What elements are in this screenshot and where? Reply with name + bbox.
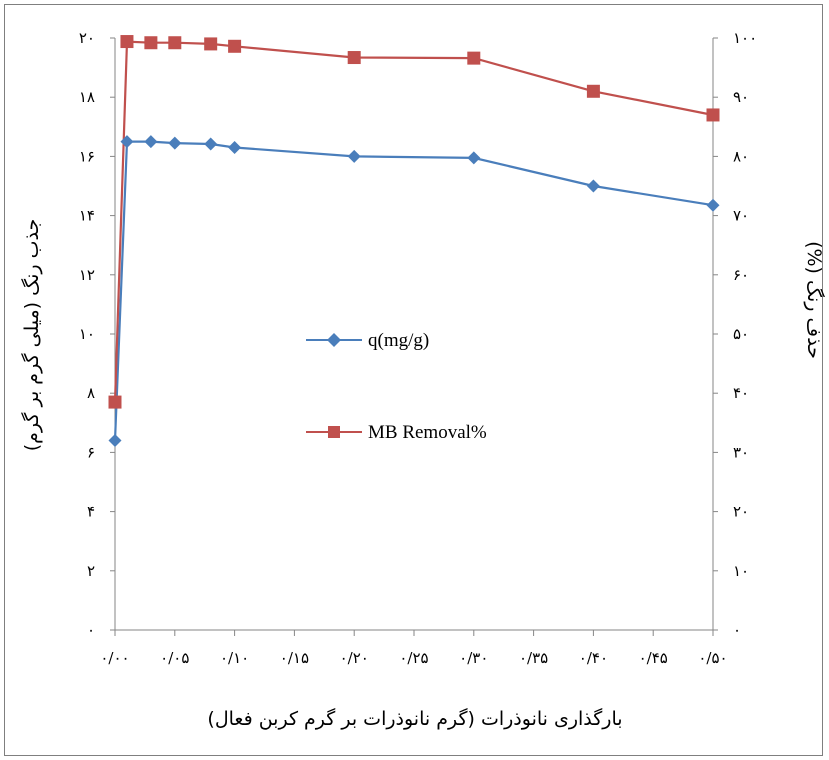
right-y-tick-label: ۱۰۰ [733, 29, 757, 47]
x-tick-label: ۰/۲۰ [340, 649, 369, 667]
left-y-tick-label: ۱۸ [79, 88, 95, 106]
removal-data-point [168, 36, 182, 50]
q-data-point [706, 198, 720, 212]
q-data-point [204, 137, 218, 151]
q-data-point [108, 434, 122, 448]
left-y-tick-label: ۲ [87, 562, 95, 580]
removal-data-point [228, 39, 242, 53]
left-y-tick-label: ۶ [87, 443, 95, 461]
q-data-point [120, 135, 134, 149]
legend: q(mg/g) MB Removal% [306, 330, 487, 443]
removal-data-point [120, 35, 134, 49]
q-data-point [144, 135, 158, 149]
axes [110, 37, 718, 636]
x-tick-label: ۰/۰۵ [160, 649, 189, 667]
legend-entry-removal: MB Removal% [306, 422, 487, 443]
x-tick-label: ۰/۴۰ [579, 649, 608, 667]
left-y-tick-label: ۴ [87, 503, 95, 521]
right-y-tick-label: ۴۰ [733, 384, 749, 402]
q-data-point [168, 136, 182, 150]
right-y-tick-label: ۸۰ [733, 147, 749, 165]
left-y-tick-label: ۱۲ [79, 266, 95, 284]
x-tick-label: ۰/۰۰ [100, 649, 129, 667]
left-y-tick-label: ۱۶ [79, 147, 95, 165]
x-tick-label: ۰/۲۵ [399, 649, 428, 667]
series-line-q [113, 140, 714, 441]
removal-data-point [108, 395, 122, 409]
left-y-tick-label: ۸ [87, 384, 95, 402]
right-y-tick-label: ۲۰ [733, 503, 749, 521]
x-tick-label: ۰/۴۵ [639, 649, 668, 667]
legend-label-removal: MB Removal% [368, 422, 487, 443]
tick-labels: ۰ ۲ ۴ ۶ ۸ ۱۰ ۱۲ ۱۴ ۱۶ ۱۸ ۲۰ ۰ ۱۰ ۲۰ ۳۰ ۴۰ ۵۰ ۶۰ ۷۰ ۸۰ ۹۰ ۱۰۰ ۰… [79, 29, 757, 667]
x-tick-label: ۰/۳۵ [519, 649, 548, 667]
q-data-point [586, 179, 600, 193]
x-tick-label: ۰/۵۰ [698, 649, 727, 667]
right-y-axis-title: حذف رنگ (%) [803, 241, 825, 359]
q-data-point [467, 151, 481, 165]
left-y-tick-label: ۱۰ [79, 325, 95, 343]
right-y-tick-label: ۷۰ [733, 207, 749, 225]
right-y-tick-label: ۹۰ [733, 88, 749, 106]
x-tick-label: ۰/۱۰ [220, 649, 249, 667]
right-y-tick-label: ۳۰ [733, 443, 749, 461]
legend-entry-q: q(mg/g) [306, 330, 429, 351]
chart-frame [4, 4, 823, 756]
x-tick-label: ۰/۱۵ [280, 649, 309, 667]
removal-data-point [706, 108, 720, 122]
removal-data-point [467, 51, 481, 65]
legend-label-q: q(mg/g) [368, 330, 429, 351]
right-y-tick-label: ۱۰ [733, 562, 749, 580]
removal-data-point [347, 51, 361, 65]
right-y-tick-label: ۶۰ [733, 266, 749, 284]
q-data-point [228, 141, 242, 155]
series-markers [108, 35, 720, 448]
series-lines [113, 40, 714, 441]
left-y-tick-label: ۲۰ [79, 29, 95, 47]
right-y-tick-label: ۵۰ [733, 325, 749, 343]
x-axis-title: بارگذاری نانوذرات (گرم نانوذرات بر گرم ک… [207, 707, 622, 730]
removal-data-point [204, 37, 218, 51]
legend-square-marker [328, 426, 340, 438]
series-line-removal [113, 40, 714, 403]
x-tick-label: ۰/۳۰ [459, 649, 488, 667]
legend-diamond-marker [327, 333, 341, 347]
left-y-axis-title: جذب رنگ (میلی گرم بر گرم) [20, 219, 43, 452]
q-data-point [347, 149, 361, 163]
removal-data-point [586, 84, 600, 98]
left-y-tick-label: ۱۴ [79, 207, 95, 225]
left-y-tick-label: ۰ [87, 621, 95, 639]
right-y-tick-label: ۰ [733, 621, 741, 639]
removal-data-point [144, 36, 158, 50]
